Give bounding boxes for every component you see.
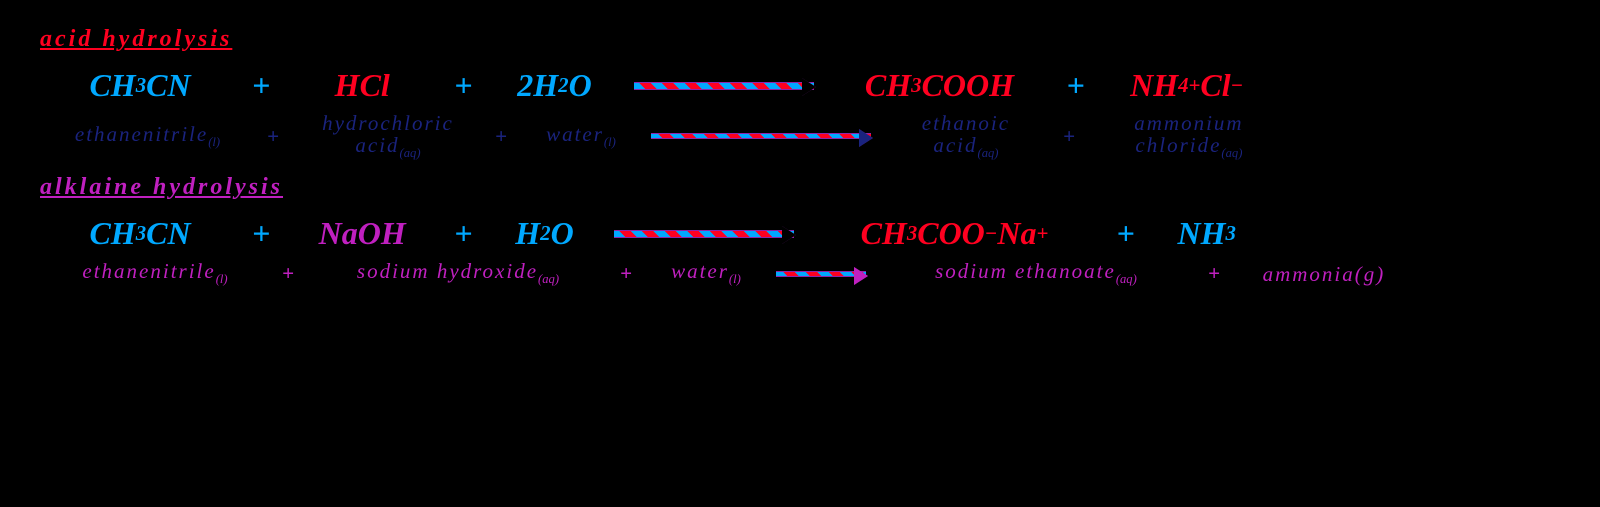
plus-sign: + <box>442 67 484 104</box>
compound-name: hydrochloricacid(aq) <box>293 112 483 160</box>
reaction-arrow <box>651 133 871 139</box>
plus-sign: + <box>270 261 308 286</box>
section-heading: alklaine hydrolysis <box>40 174 1560 201</box>
name-line: ammonia(g) <box>1263 263 1386 285</box>
formula-term: NaOH <box>282 215 442 252</box>
name-line: acid(aq) <box>933 134 998 160</box>
plus-sign: + <box>1104 215 1146 252</box>
name-line: ethanenitrile(l) <box>82 260 227 286</box>
formula-term: CH3COO−Na+ <box>804 215 1104 252</box>
formula-term: NH4+Cl− <box>1097 67 1277 104</box>
name-row: ethanenitrile(l)+hydrochloricacid(aq)+wa… <box>40 112 1560 160</box>
compound-name: ethanoicacid(aq) <box>881 112 1051 160</box>
plus-sign: + <box>240 215 282 252</box>
formula-term: CH3CN <box>40 67 240 104</box>
formula-term: HCl <box>282 67 442 104</box>
compound-name: water(l) <box>646 260 766 286</box>
compound-name: sodium hydroxide(aq) <box>308 260 608 286</box>
reaction-arrow <box>614 230 794 238</box>
name-line: hydrochloric <box>322 112 454 134</box>
plus-sign: + <box>442 215 484 252</box>
plus-sign: + <box>1196 261 1234 286</box>
compound-name: ethanenitrile(l) <box>40 260 270 286</box>
name-line: acid(aq) <box>355 134 420 160</box>
plus-sign: + <box>240 67 282 104</box>
name-line: ethanenitrile(l) <box>75 123 220 149</box>
formula-row: CH3CN+HCl+2H2OCH3COOH+NH4+Cl− <box>40 67 1560 104</box>
plus-sign: + <box>608 261 646 286</box>
formula-term: CH3COOH <box>824 67 1054 104</box>
compound-name: ethanenitrile(l) <box>40 123 255 149</box>
plus-sign: + <box>1054 67 1096 104</box>
name-row: ethanenitrile(l) + sodium hydroxide(aq) + wa… <box>40 260 1560 286</box>
compound-name: water(l) <box>521 123 641 149</box>
name-line: ethanoic <box>922 112 1010 134</box>
compound-name: ammonia(g) <box>1234 263 1414 285</box>
formula-row: CH3CN+NaOH+H2OCH3COO−Na++NH3 <box>40 215 1560 252</box>
plus-sign: + <box>255 124 293 149</box>
name-line: chloride(aq) <box>1135 134 1242 160</box>
compound-name: ammoniumchloride(aq) <box>1089 112 1289 160</box>
name-line: sodium ethanoate(aq) <box>935 260 1137 286</box>
equations-diagram: acid hydrolysisCH3CN+HCl+2H2OCH3COOH+NH4… <box>40 26 1560 287</box>
name-line: water(l) <box>546 123 616 149</box>
plus-sign: + <box>483 124 521 149</box>
name-line: sodium hydroxide(aq) <box>357 260 559 286</box>
section-heading: acid hydrolysis <box>40 26 1560 53</box>
name-line: ammonium <box>1134 112 1243 134</box>
formula-term: NH3 <box>1147 215 1267 252</box>
reaction-arrow <box>634 82 814 90</box>
reaction-arrow <box>776 271 866 277</box>
plus-sign: + <box>1051 124 1089 149</box>
formula-term: 2H2O <box>484 67 624 104</box>
formula-term: CH3CN <box>40 215 240 252</box>
name-line: water(l) <box>671 260 741 286</box>
compound-name: sodium ethanoate(aq) <box>876 260 1196 286</box>
formula-term: H2O <box>484 215 604 252</box>
